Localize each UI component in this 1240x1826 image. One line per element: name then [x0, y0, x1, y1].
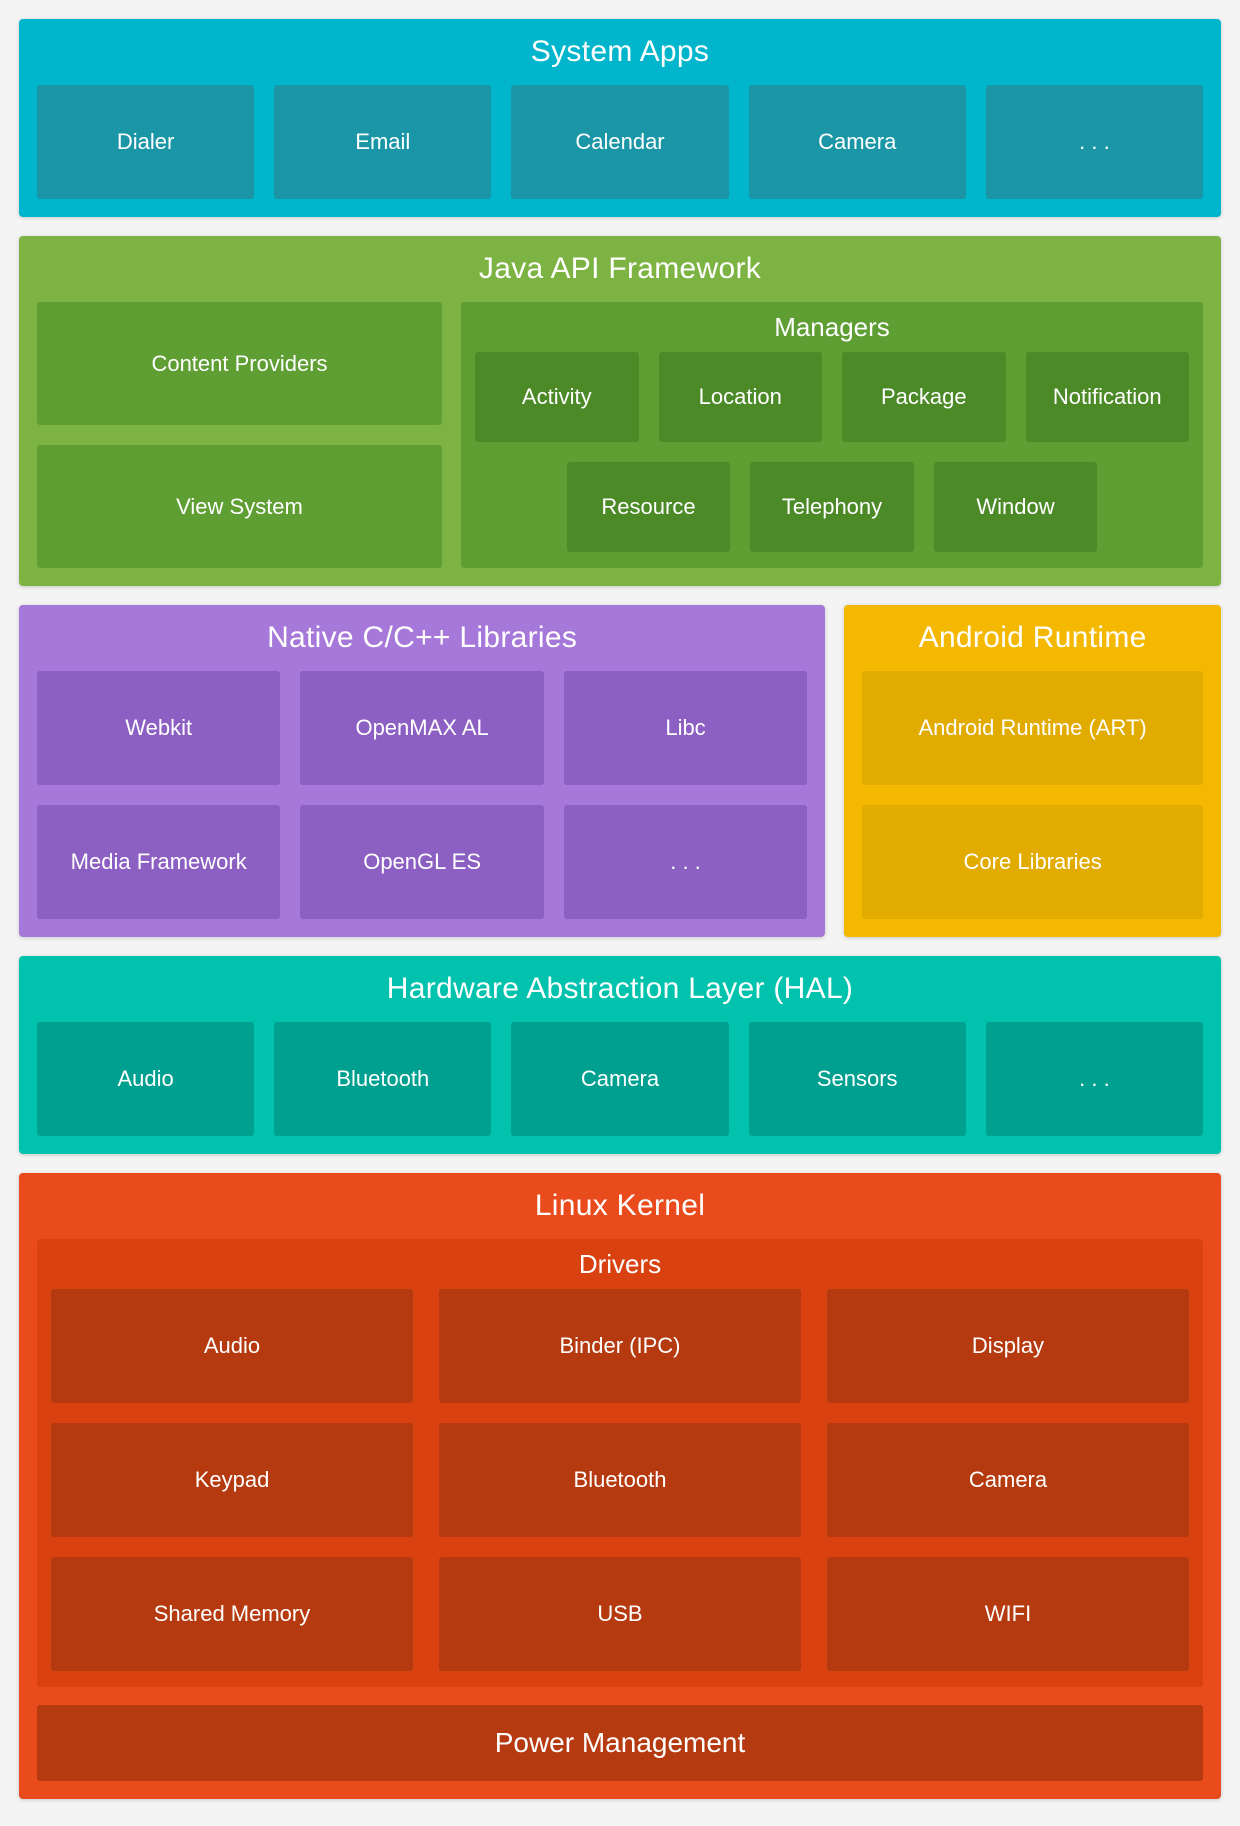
- android-runtime-title: Android Runtime: [918, 621, 1147, 654]
- system-apps-box-email: Email: [274, 85, 492, 199]
- hal-box-row: Audio Bluetooth Camera Sensors . . .: [37, 1022, 1204, 1136]
- manager-chip-notification: Notification: [1025, 352, 1189, 442]
- native-lib-opengl-es: OpenGL ES: [300, 805, 544, 919]
- native-lib-webkit: Webkit: [37, 671, 281, 785]
- manager-chip-package: Package: [842, 352, 1006, 442]
- java-api-framework-section: Java API Framework Content Providers Vie…: [19, 236, 1221, 586]
- android-runtime-section: Android Runtime Android Runtime (ART) Co…: [844, 605, 1221, 937]
- driver-box-binder-ipc: Binder (IPC): [439, 1289, 801, 1403]
- system-apps-box-row: Dialer Email Calendar Camera . . .: [37, 85, 1204, 199]
- manager-chip-resource: Resource: [566, 462, 731, 552]
- android-runtime-art-box: Android Runtime (ART): [862, 671, 1203, 785]
- android-runtime-column: Android Runtime (ART) Core Libraries: [862, 671, 1203, 919]
- native-lib-openmax-al: OpenMAX AL: [300, 671, 544, 785]
- system-apps-section: System Apps Dialer Email Calendar Camera…: [19, 19, 1221, 217]
- native-lib-ellipsis: . . .: [563, 805, 808, 919]
- java-api-content: Content Providers View System Managers A…: [37, 302, 1203, 568]
- hal-box-camera: Camera: [511, 1022, 729, 1136]
- hal-box-ellipsis: . . .: [985, 1022, 1204, 1136]
- linux-kernel-title: Linux Kernel: [534, 1189, 706, 1222]
- system-apps-box-camera: Camera: [748, 85, 966, 199]
- hal-section: Hardware Abstraction Layer (HAL) Audio B…: [19, 956, 1221, 1154]
- core-libraries-box: Core Libraries: [862, 805, 1203, 919]
- java-api-left-column: Content Providers View System: [37, 302, 442, 568]
- manager-chip-window: Window: [933, 462, 1098, 552]
- native-libraries-section: Native C/C++ Libraries Webkit OpenMAX AL…: [19, 605, 826, 937]
- drivers-panel: Drivers Audio Binder (IPC) Display Keypa…: [37, 1239, 1203, 1687]
- native-lib-libc: Libc: [563, 671, 808, 785]
- power-management-bar: Power Management: [37, 1705, 1203, 1781]
- drivers-grid: Audio Binder (IPC) Display Keypad Blueto…: [51, 1289, 1189, 1671]
- libraries-runtime-row: Native C/C++ Libraries Webkit OpenMAX AL…: [19, 605, 1221, 937]
- managers-row-1: Activity Location Package Notification: [475, 352, 1189, 442]
- drivers-title: Drivers: [578, 1248, 662, 1279]
- driver-box-display: Display: [827, 1289, 1189, 1403]
- system-apps-box-dialer: Dialer: [37, 85, 255, 199]
- hal-title: Hardware Abstraction Layer (HAL): [386, 972, 854, 1005]
- content-providers-box: Content Providers: [37, 302, 442, 425]
- system-apps-box-calendar: Calendar: [511, 85, 729, 199]
- hal-box-bluetooth: Bluetooth: [274, 1022, 492, 1136]
- native-libraries-title: Native C/C++ Libraries: [267, 621, 578, 654]
- system-apps-title: System Apps: [530, 35, 710, 68]
- managers-panel: Managers Activity Location Package Notif…: [461, 302, 1203, 568]
- system-apps-box-ellipsis: . . .: [985, 85, 1204, 199]
- manager-chip-activity: Activity: [475, 352, 639, 442]
- driver-box-keypad: Keypad: [51, 1423, 413, 1537]
- driver-box-shared-memory: Shared Memory: [51, 1557, 413, 1671]
- driver-box-usb: USB: [439, 1557, 801, 1671]
- driver-box-wifi: WIFI: [827, 1557, 1189, 1671]
- driver-box-camera: Camera: [827, 1423, 1189, 1537]
- linux-kernel-section: Linux Kernel Drivers Audio Binder (IPC) …: [19, 1173, 1221, 1799]
- managers-row-2: Resource Telephony Window: [475, 462, 1189, 552]
- view-system-box: View System: [37, 445, 442, 568]
- hal-box-sensors: Sensors: [748, 1022, 966, 1136]
- java-api-framework-title: Java API Framework: [478, 252, 762, 285]
- manager-chip-location: Location: [658, 352, 822, 442]
- hal-box-audio: Audio: [37, 1022, 255, 1136]
- driver-box-audio: Audio: [51, 1289, 413, 1403]
- driver-box-bluetooth: Bluetooth: [439, 1423, 801, 1537]
- managers-title: Managers: [774, 311, 890, 342]
- native-lib-media-framework: Media Framework: [37, 805, 281, 919]
- native-libraries-grid: Webkit OpenMAX AL Libc Media Framework O…: [37, 671, 808, 919]
- manager-chip-telephony: Telephony: [750, 462, 914, 552]
